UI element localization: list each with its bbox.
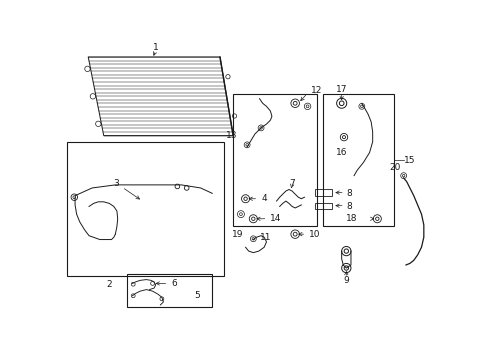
Text: 17: 17: [335, 85, 346, 94]
Bar: [127, 274, 212, 306]
Text: 16: 16: [335, 148, 346, 157]
Text: 9: 9: [343, 276, 348, 285]
Text: 3: 3: [113, 179, 139, 199]
Text: 6: 6: [156, 279, 177, 288]
Bar: [233, 94, 316, 226]
Bar: [315, 189, 332, 195]
Text: 20: 20: [388, 163, 400, 172]
Bar: [315, 203, 332, 209]
Text: 12: 12: [310, 86, 322, 95]
Text: 10: 10: [298, 230, 320, 239]
Text: 7: 7: [288, 179, 294, 188]
Text: 1: 1: [152, 43, 158, 52]
Text: 8: 8: [346, 189, 351, 198]
Text: 13: 13: [226, 131, 237, 140]
Text: 8: 8: [346, 202, 351, 211]
Bar: [323, 94, 393, 226]
Text: 15: 15: [403, 156, 414, 165]
Text: 14: 14: [256, 214, 281, 223]
Text: 2: 2: [106, 280, 112, 289]
Bar: [67, 142, 224, 276]
Text: 11: 11: [259, 233, 270, 242]
Text: 4: 4: [248, 194, 266, 203]
Text: 5: 5: [194, 291, 200, 300]
Text: 19: 19: [231, 230, 243, 239]
Text: 18: 18: [345, 214, 356, 223]
